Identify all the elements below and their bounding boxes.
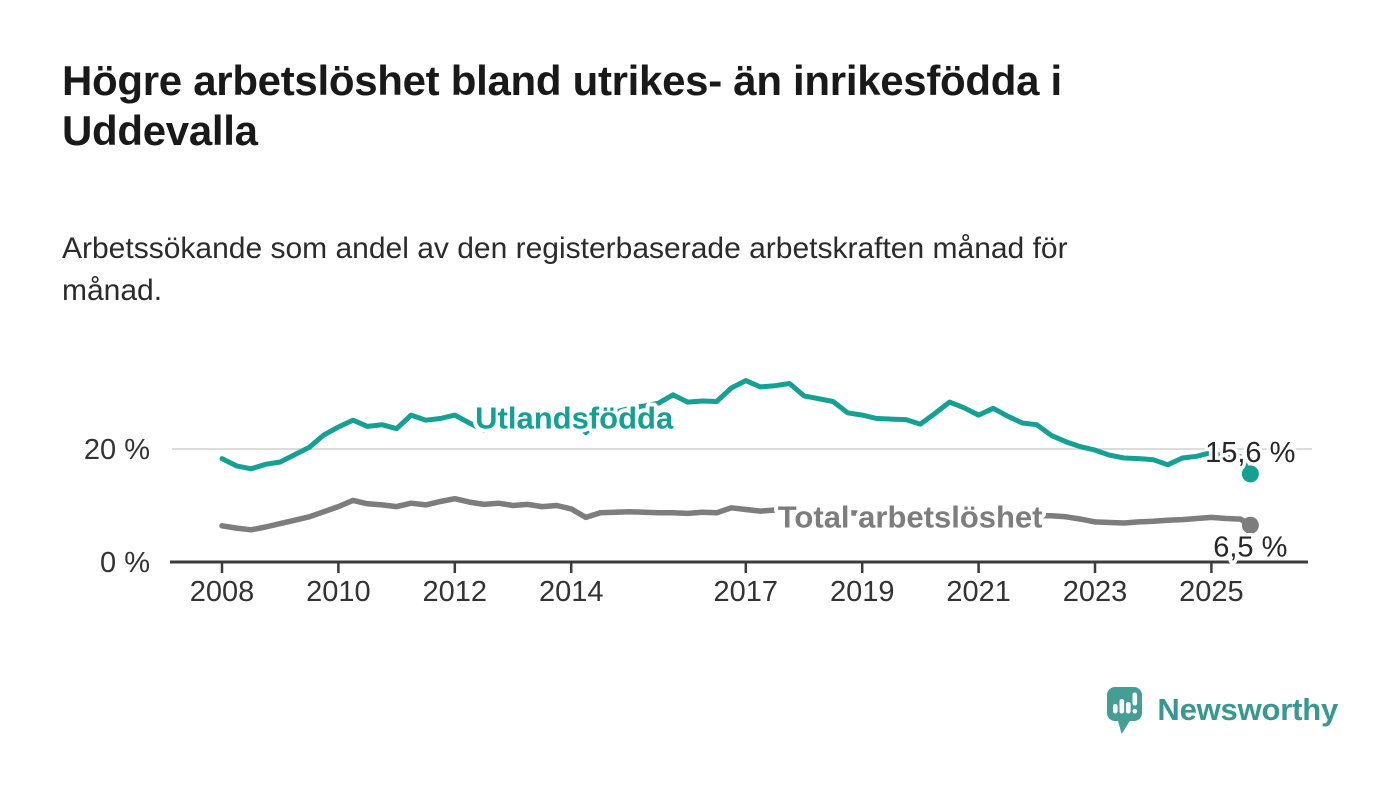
newsworthy-logo-text: Newsworthy xyxy=(1157,692,1338,727)
y-axis-tick-label: 0 % xyxy=(100,547,150,579)
x-axis-tick-label: 2023 xyxy=(1063,576,1128,608)
series-line-total-arbetsl-shet xyxy=(219,495,1254,533)
newsworthy-logo-icon xyxy=(1107,686,1143,734)
x-axis-tick-label: 2010 xyxy=(306,576,371,608)
series-end-value-label: 15,6 % xyxy=(1205,437,1295,469)
series-end-dot xyxy=(1241,465,1259,483)
x-axis-tick-label: 2025 xyxy=(1179,576,1244,608)
chart-subtitle: Arbetssökande som andel av den registerb… xyxy=(62,232,1068,307)
newsworthy-logo: Newsworthy xyxy=(1106,684,1338,736)
series-end-dot xyxy=(1241,516,1259,534)
x-axis-tick-label: 2021 xyxy=(946,576,1011,608)
x-axis-tick-label: 2017 xyxy=(714,576,779,608)
series-line-utlandsf-dda xyxy=(219,378,1253,477)
x-axis-tick-label: 2019 xyxy=(830,576,895,608)
series-inline-label: Total arbetslöshet xyxy=(778,500,1043,535)
x-axis-tick-label: 2014 xyxy=(539,576,604,608)
y-axis-tick-label: 20 % xyxy=(84,434,150,466)
x-axis-tick-label: 2012 xyxy=(423,576,488,608)
chart-title: Högre arbetslöshet bland utrikes- än inr… xyxy=(62,57,1062,155)
x-axis-tick-label: 2008 xyxy=(190,576,255,608)
series-inline-label: Utlandsfödda xyxy=(475,401,674,436)
series-end-value-label: 6,5 % xyxy=(1213,531,1287,563)
